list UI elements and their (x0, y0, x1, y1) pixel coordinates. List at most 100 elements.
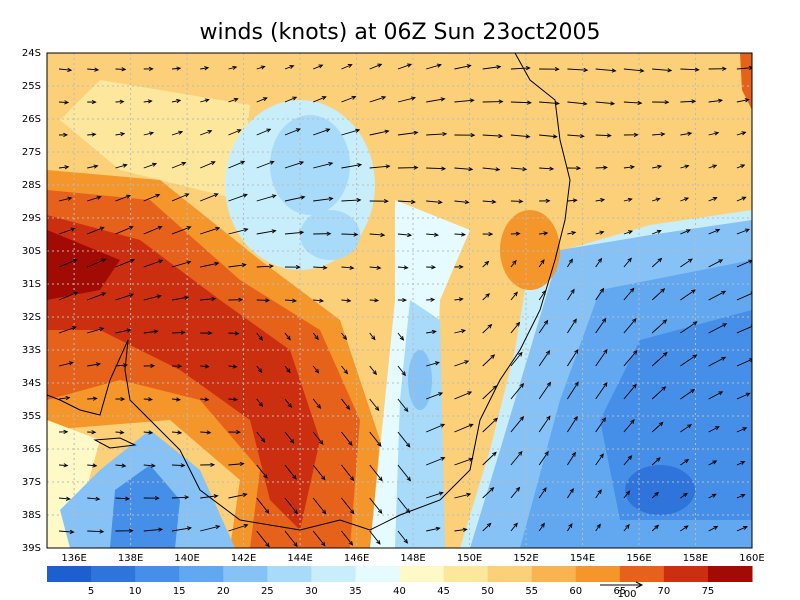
wind-arrow (736, 325, 752, 334)
wind-arrow-head (206, 430, 212, 435)
wind-arrow-head (413, 130, 419, 135)
wind-arrow-head (639, 68, 645, 73)
wind-arrow-head (94, 67, 100, 72)
wind-arrow-head (128, 528, 134, 533)
wind-arrow-head (569, 487, 574, 493)
wind-arrow-head (430, 297, 436, 302)
wind-arrow (651, 525, 659, 532)
wind-arrow-head (468, 457, 474, 462)
wind-arrow-head (178, 130, 184, 135)
wind-arrow-head (437, 200, 443, 205)
wind-arrow (454, 298, 463, 301)
wind-arrow (595, 166, 607, 169)
wind-arrow (313, 96, 326, 103)
wind-arrow (143, 464, 155, 467)
wind-arrow (736, 461, 745, 466)
wind-arrow (200, 298, 216, 301)
wind-arrow-head (597, 257, 603, 263)
wind-arrow (58, 197, 72, 202)
wind-arrow-head (629, 165, 635, 170)
wind-arrow-head (180, 330, 186, 335)
wind-arrow-head (570, 288, 575, 294)
wind-arrow-head (210, 161, 216, 166)
wind-arrow (58, 464, 68, 466)
wind-arrow-head (293, 509, 298, 515)
wind-arrow-head (571, 451, 576, 457)
wind-arrow (454, 167, 473, 170)
wind-arrow-head (377, 509, 383, 514)
wind-arrow (538, 320, 548, 334)
wind-arrow (397, 431, 411, 448)
wind-arrow-head (125, 496, 131, 501)
wind-arrow (652, 68, 672, 72)
wind-arrow (397, 233, 412, 236)
wind-arrow-head (128, 226, 134, 230)
wind-arrow-head (431, 265, 437, 270)
wind-arrow (510, 167, 527, 170)
wind-arrow-head (513, 522, 518, 528)
wind-arrow-head (401, 371, 406, 377)
wind-arrow-head (628, 230, 634, 235)
wind-arrow (143, 132, 154, 136)
colorbar-box (267, 566, 312, 582)
wind-arrow-head (572, 318, 577, 324)
wind-arrow (312, 464, 326, 480)
wind-arrow (623, 68, 644, 72)
wind-arrow (341, 199, 361, 202)
wind-arrow (595, 258, 602, 268)
wind-arrow (87, 258, 106, 268)
colorbar-label: 50 (481, 586, 494, 597)
wind-arrow-head (655, 197, 661, 202)
wind-arrow (538, 487, 547, 499)
wind-arrow (623, 101, 642, 104)
wind-arrow-head (656, 229, 662, 234)
wind-arrow (454, 391, 472, 400)
colorbar-label: 30 (305, 586, 318, 597)
wind-arrow-head (260, 437, 266, 443)
wind-arrow (228, 98, 238, 103)
wind-arrow-head (741, 131, 747, 136)
wind-arrow-head (213, 494, 219, 499)
wind-arrow-head (158, 527, 164, 532)
wind-arrow (736, 67, 752, 70)
colorbar-box (91, 566, 136, 582)
wind-arrow-head (599, 453, 604, 459)
wind-arrow-head (610, 101, 616, 106)
wind-arrow-head (91, 430, 97, 435)
wind-arrow (708, 229, 720, 235)
wind-arrow (482, 324, 492, 334)
lon-label: 146E (344, 553, 369, 564)
wind-arrow (482, 523, 492, 532)
wind-arrow (539, 134, 557, 138)
wind-arrow (680, 459, 689, 466)
wind-arrow-head (321, 96, 327, 101)
wind-arrow-head (460, 329, 467, 334)
wind-arrow (256, 530, 270, 547)
wind-arrow-head (691, 289, 696, 294)
wind-arrow (228, 66, 237, 70)
colorbar-label: 5 (88, 586, 94, 597)
wind-arrow (313, 128, 330, 136)
wind-arrow (426, 98, 445, 103)
wind-arrow-head (525, 66, 531, 71)
wind-arrow (651, 492, 659, 499)
wind-arrow-head (527, 100, 532, 105)
wind-arrow (397, 63, 412, 70)
wind-arrow (256, 497, 270, 514)
wind-arrow (256, 97, 268, 103)
wind-arrow-head (286, 335, 291, 341)
lon-label: 142E (231, 553, 256, 564)
wind-arrow-head (377, 442, 382, 447)
wind-arrow (397, 530, 408, 544)
wind-arrow (284, 96, 297, 103)
wind-arrow (171, 464, 185, 466)
wind-arrow-head (518, 351, 523, 357)
wind-arrow-head (349, 265, 355, 270)
wind-arrow (200, 431, 211, 434)
wind-arrow (284, 299, 296, 302)
wind-arrow (426, 64, 442, 70)
wind-arrow-head (234, 331, 240, 336)
wind-arrow (510, 523, 518, 532)
wind-arrow (58, 497, 70, 500)
wind-arrow-head (319, 298, 325, 303)
